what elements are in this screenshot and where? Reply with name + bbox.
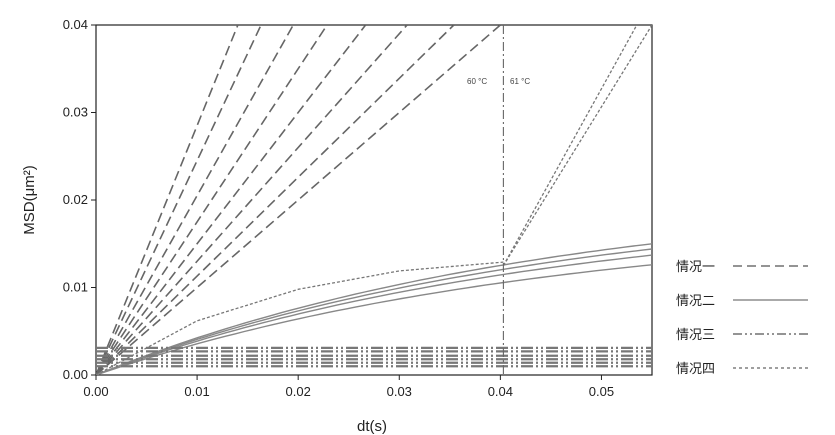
legend-item-4: 情况四 bbox=[676, 362, 808, 377]
legend-item-1: 情况一 bbox=[676, 260, 808, 275]
case2-curve bbox=[96, 248, 652, 375]
case1-line bbox=[96, 25, 455, 375]
x-tick-label: 0.05 bbox=[589, 384, 614, 399]
legend-label-2: 情况二 bbox=[676, 294, 715, 309]
case4-line bbox=[96, 261, 504, 375]
y-tick-label: 0.00 bbox=[63, 367, 88, 382]
y-tick-label: 0.03 bbox=[63, 105, 88, 120]
axes: 0.00 0.01 0.02 0.03 0.04 0.05 0.00 0.01 0.02 0.03… bbox=[63, 17, 614, 399]
legend-item-2: 情况二 bbox=[676, 294, 808, 309]
series-layer bbox=[96, 25, 652, 375]
x-tick-label: 0.04 bbox=[488, 384, 513, 399]
case1-line bbox=[96, 25, 408, 375]
legend-label-3: 情况三 bbox=[676, 328, 715, 343]
x-axis-title: dt(s) bbox=[357, 418, 387, 435]
annotation-60c: 60 °C bbox=[467, 77, 487, 86]
case2-curve bbox=[96, 264, 652, 375]
case4-line bbox=[502, 25, 638, 266]
x-tick-label: 0.03 bbox=[387, 384, 412, 399]
case1-line bbox=[96, 25, 239, 375]
legend-label-4: 情况四 bbox=[676, 362, 715, 377]
legend: 情况一 情况二 情况三 情况四 bbox=[676, 260, 808, 377]
case4-line bbox=[502, 25, 652, 266]
plot-frame bbox=[95, 24, 653, 376]
annotation-61c: 61 °C bbox=[510, 77, 530, 86]
x-tick-label: 0.00 bbox=[83, 384, 108, 399]
y-tick-label: 0.01 bbox=[63, 280, 88, 295]
y-axis-title: MSD(μm²) bbox=[21, 165, 38, 234]
x-tick-label: 0.02 bbox=[286, 384, 311, 399]
y-tick-label: 0.02 bbox=[63, 192, 88, 207]
case2-curve bbox=[96, 254, 652, 375]
y-tick-label: 0.04 bbox=[63, 17, 88, 32]
case1-line bbox=[96, 25, 294, 375]
case2-curve bbox=[96, 243, 652, 375]
case1-line bbox=[96, 25, 262, 375]
case1-line bbox=[96, 25, 367, 375]
case1-line bbox=[96, 25, 328, 375]
legend-label-1: 情况一 bbox=[676, 260, 715, 275]
case1-line bbox=[96, 25, 501, 375]
legend-item-3: 情况三 bbox=[676, 328, 808, 343]
x-tick-label: 0.01 bbox=[184, 384, 209, 399]
plot-area bbox=[95, 24, 653, 376]
